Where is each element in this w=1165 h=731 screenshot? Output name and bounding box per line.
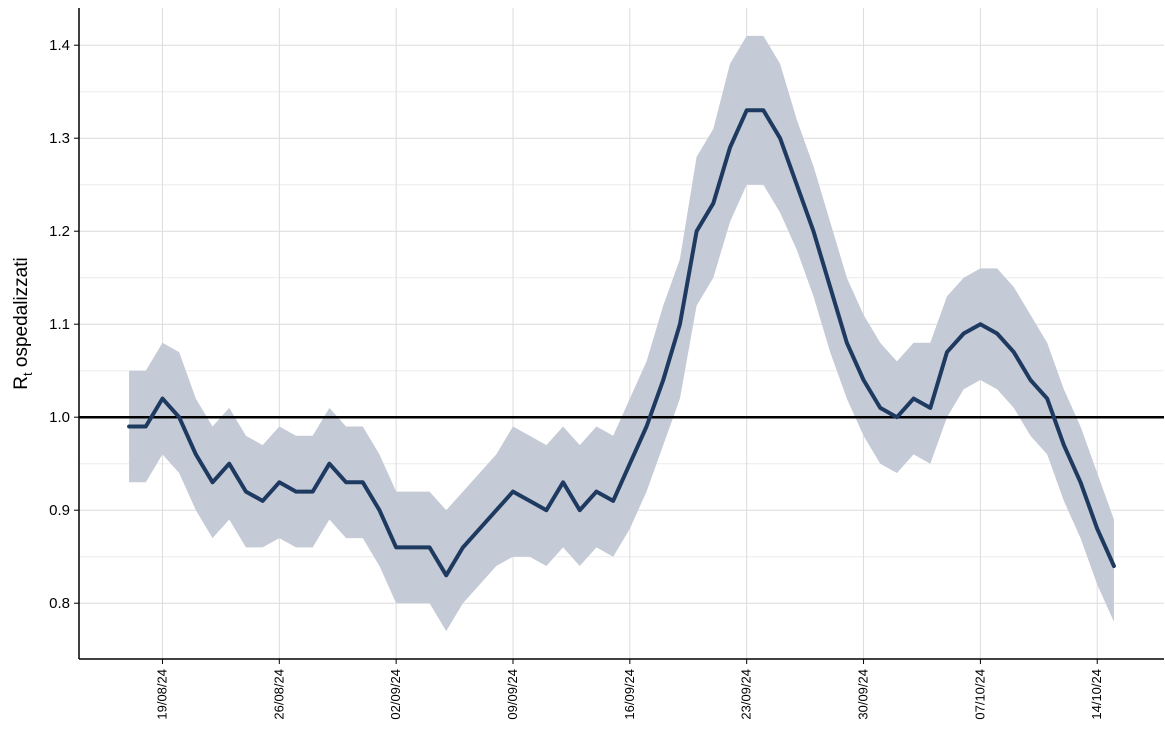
x-tick-label: 30/09/24 — [856, 669, 871, 720]
x-tick-label: 16/09/24 — [622, 669, 637, 720]
y-tick-label: 1.3 — [49, 130, 70, 147]
y-tick-label: 0.8 — [49, 595, 70, 612]
y-axis-ticks: 0.8 0.9 1.0 1.1 1.2 1.3 1.4 — [49, 37, 79, 612]
x-tick-label: 23/09/24 — [739, 669, 754, 720]
x-tick-label: 14/10/24 — [1089, 669, 1104, 720]
confidence-band — [129, 35, 1114, 632]
y-axis-title-main: R — [11, 376, 32, 390]
x-tick-label: 09/09/24 — [505, 669, 520, 720]
y-axis-title-subscript: t — [20, 372, 35, 376]
x-tick-label: 02/09/24 — [388, 669, 403, 720]
y-tick-label: 1.0 — [49, 409, 70, 426]
y-tick-label: 1.1 — [49, 316, 70, 333]
rt-series-line — [127, 108, 1116, 578]
x-tick-label: 19/08/24 — [154, 669, 169, 720]
x-tick-label: 07/10/24 — [972, 669, 987, 720]
x-axis-ticks: 19/08/24 26/08/24 02/09/24 09/09/24 16/09/24… — [154, 659, 1104, 720]
y-tick-label: 0.9 — [49, 502, 70, 519]
y-axis-title: Rt ospedalizzati — [11, 257, 35, 389]
y-axis-title-suffix: ospedalizzati — [11, 257, 32, 372]
y-tick-label: 1.2 — [49, 223, 70, 240]
y-tick-label: 1.4 — [49, 37, 70, 54]
x-tick-label: 26/08/24 — [271, 669, 286, 720]
